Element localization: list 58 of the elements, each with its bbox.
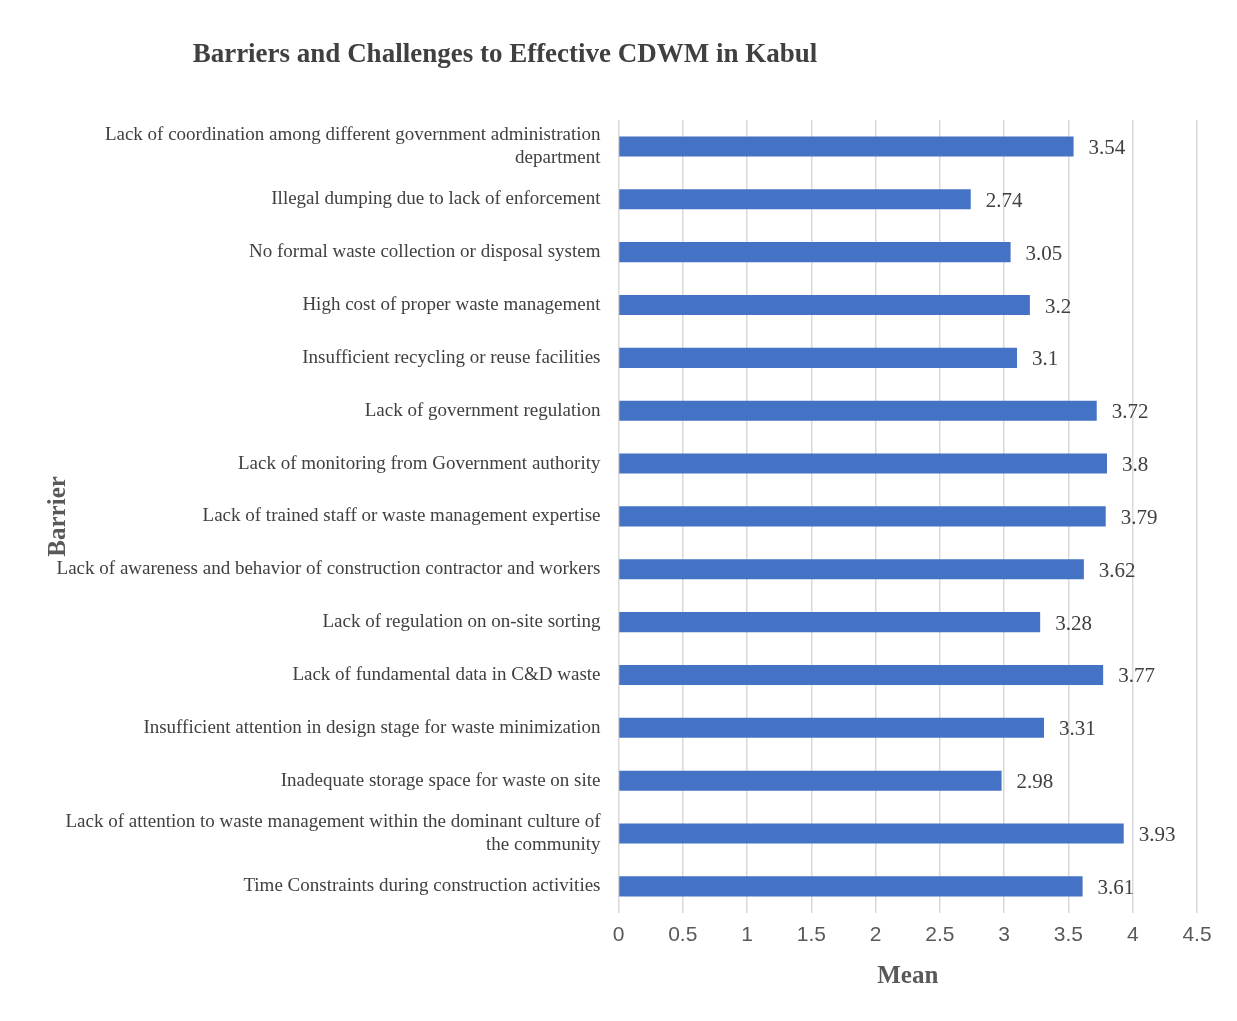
bar bbox=[619, 717, 1045, 738]
data-label: 3.28 bbox=[1055, 610, 1092, 635]
data-label: 3.54 bbox=[1088, 134, 1126, 159]
bar bbox=[619, 242, 1011, 263]
y-tick-label: High cost of proper waste management bbox=[302, 292, 602, 314]
y-tick-label: Lack of government regulation bbox=[364, 398, 601, 420]
data-label: 3.8 bbox=[1122, 452, 1149, 477]
data-label: 3.05 bbox=[1025, 240, 1063, 265]
y-tick-label: Lack of awareness and behavior of construction contractor and workers bbox=[56, 557, 601, 579]
bar bbox=[619, 823, 1124, 844]
bar bbox=[619, 664, 1104, 685]
bar bbox=[619, 612, 1041, 633]
y-axis-title: Barrier bbox=[43, 476, 71, 557]
y-tick-label: Lack of trained staff or waste management expertise bbox=[202, 504, 601, 526]
y-tick-label: Lack of fundamental data in C&D waste bbox=[292, 662, 601, 684]
data-label: 3.31 bbox=[1059, 716, 1096, 741]
x-tick-label: 2 bbox=[869, 922, 882, 946]
x-tick-label: 3.5 bbox=[1053, 922, 1084, 946]
x-tick-label: 4 bbox=[1126, 922, 1139, 946]
bar bbox=[619, 136, 1074, 157]
bar bbox=[619, 559, 1084, 580]
y-tick-label: Inadequate storage space for waste on site bbox=[280, 768, 601, 790]
bar bbox=[619, 294, 1030, 316]
y-tick-label: Lack of coordination among different government administration department bbox=[104, 123, 602, 167]
y-tick-label: No formal waste collection or disposal system bbox=[249, 240, 601, 262]
y-tick-label: Insufficient recycling or reuse facilities bbox=[302, 345, 601, 367]
data-label: 2.74 bbox=[985, 187, 1023, 212]
data-label: 3.77 bbox=[1118, 663, 1155, 688]
bar bbox=[619, 453, 1108, 474]
data-label: 3.72 bbox=[1111, 399, 1149, 424]
x-axis-title: Mean bbox=[877, 961, 939, 989]
x-tick-label: 2.5 bbox=[925, 922, 955, 946]
x-tick-label: 0.5 bbox=[668, 922, 698, 946]
y-tick-label: Time Constraints during construction activities bbox=[243, 874, 601, 896]
data-label: 3.1 bbox=[1032, 346, 1059, 371]
x-tick-label: 1.5 bbox=[796, 922, 826, 946]
data-label: 3.79 bbox=[1120, 504, 1158, 529]
chart-title: Barriers and Challenges to Effective CDWM in Kabul bbox=[191, 38, 819, 69]
y-tick-label: Illegal dumping due to lack of enforcement bbox=[271, 187, 602, 209]
data-label: 3.2 bbox=[1044, 293, 1072, 318]
bar bbox=[619, 347, 1018, 368]
x-tick-label: 0 bbox=[612, 922, 625, 946]
y-tick-label: Lack of attention to waste management within the dominant culture of the community bbox=[65, 810, 602, 854]
x-tick-label: 4.5 bbox=[1182, 922, 1212, 946]
y-tick-label: Insufficient attention in design stage for waste minimization bbox=[143, 715, 601, 737]
data-label: 3.61 bbox=[1097, 874, 1135, 899]
bar bbox=[619, 876, 1083, 897]
x-tick-label: 1 bbox=[741, 922, 753, 946]
y-tick-label: Lack of regulation on on-site sorting bbox=[322, 610, 601, 632]
bar bbox=[619, 189, 971, 210]
y-tick-label: Lack of monitoring from Government authority bbox=[238, 451, 601, 473]
x-tick-label: 3 bbox=[998, 922, 1011, 946]
bar bbox=[619, 506, 1106, 527]
data-label: 3.62 bbox=[1098, 557, 1136, 582]
data-label: 3.93 bbox=[1138, 822, 1176, 847]
data-label: 2.98 bbox=[1016, 769, 1054, 794]
bar bbox=[619, 400, 1097, 421]
bar bbox=[619, 770, 1002, 791]
